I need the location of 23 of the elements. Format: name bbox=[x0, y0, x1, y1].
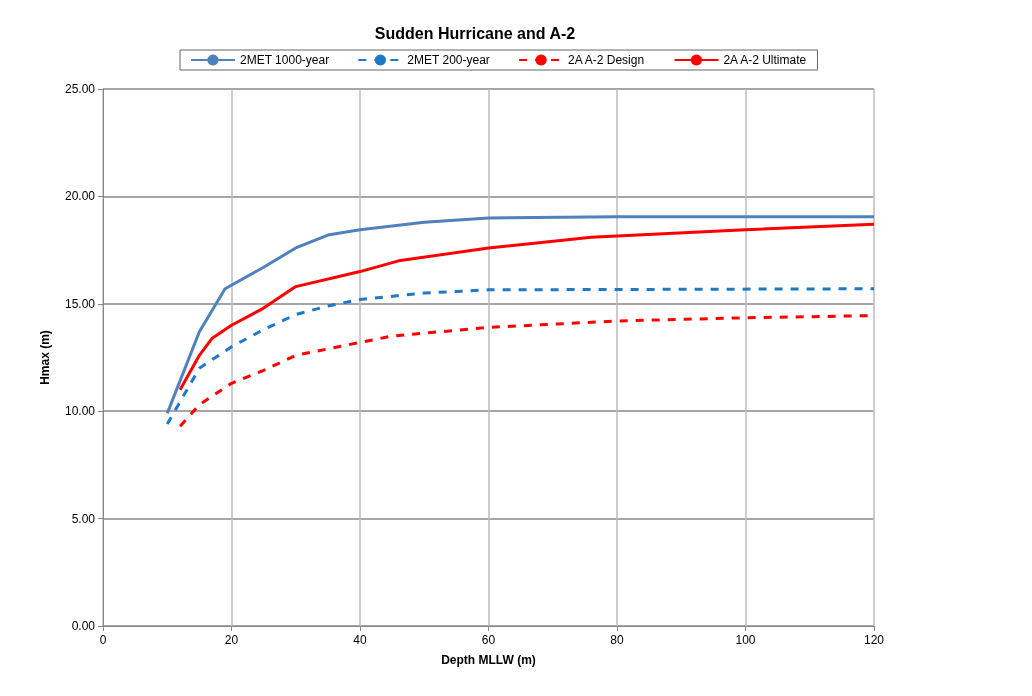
legend-label: 2A A-2 Ultimate bbox=[723, 53, 807, 67]
chart-title: Sudden Hurricane and A-2 bbox=[374, 24, 576, 42]
y-tick-label: 20.00 bbox=[64, 189, 96, 204]
x-tick-label: 60 bbox=[481, 633, 496, 647]
x-tick-label: 40 bbox=[353, 633, 367, 647]
y-tick-label: 10.00 bbox=[64, 404, 96, 419]
x-tick-label: 0 bbox=[99, 633, 107, 647]
legend-label: 2MET 1000-year bbox=[240, 53, 330, 67]
x-tick-label: 80 bbox=[610, 633, 624, 647]
x-tick-label: 120 bbox=[863, 633, 885, 647]
line-series bbox=[178, 222, 876, 392]
line-series bbox=[165, 287, 876, 426]
x-tick-label: 100 bbox=[735, 633, 756, 647]
y-tick-label: 5.00 bbox=[71, 511, 96, 526]
y-tick-label: 0.00 bbox=[71, 619, 96, 633]
x-tick-label: 20 bbox=[224, 633, 239, 647]
x-axis-title: Depth MLLW (m) bbox=[441, 653, 536, 667]
y-tick-label: 25.00 bbox=[64, 82, 96, 96]
legend-label: 2MET 200-year bbox=[407, 53, 490, 67]
line-series bbox=[165, 215, 876, 415]
legend-label: 2A A-2 Design bbox=[568, 53, 645, 67]
y-tick-label: 15.00 bbox=[64, 296, 96, 311]
y-axis-title: Hmax (m) bbox=[38, 330, 52, 385]
